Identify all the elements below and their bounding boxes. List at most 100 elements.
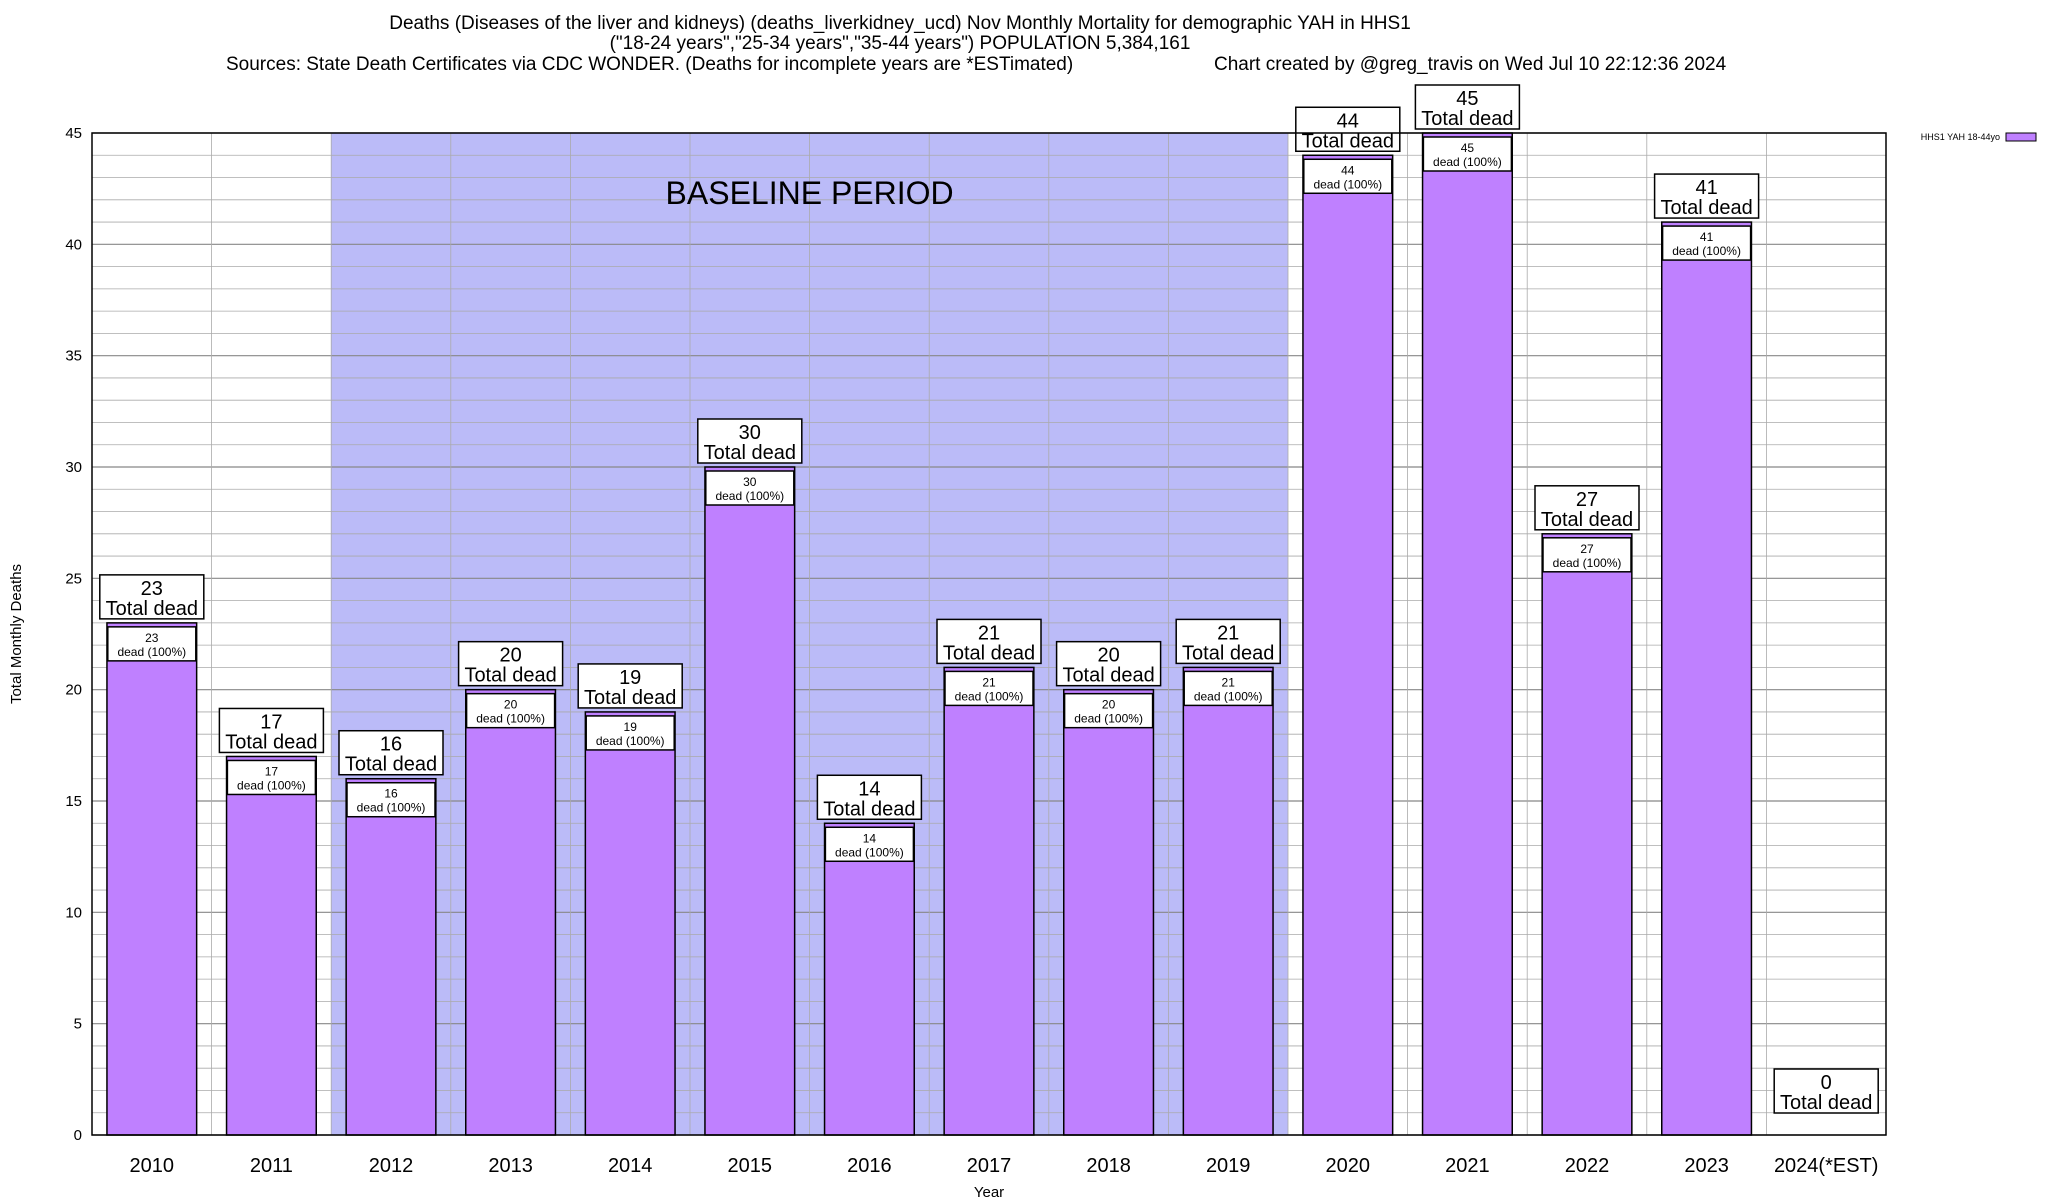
total-label-suffix: Total dead — [225, 731, 317, 753]
inner-label-suffix: dead (100%) — [715, 489, 784, 503]
inner-label-suffix: dead (100%) — [476, 712, 545, 726]
inner-label-box — [465, 692, 556, 729]
x-tick-label: 2021 — [1445, 1155, 1490, 1177]
x-tick-label: 2023 — [1684, 1155, 1729, 1177]
bar — [465, 688, 557, 1136]
x-tick-label: 2016 — [847, 1155, 892, 1177]
total-label-suffix: Total dead — [1780, 1092, 1872, 1114]
inner-label-value: 16 — [384, 787, 398, 801]
total-label-box — [1653, 173, 1760, 219]
y-tick-label: 30 — [65, 459, 82, 476]
y-tick-label: 45 — [65, 125, 82, 142]
x-tick-label: 2019 — [1206, 1155, 1251, 1177]
x-tick-label: 2012 — [369, 1155, 414, 1177]
total-label-value: 21 — [978, 622, 1000, 644]
total-label-box — [1175, 618, 1281, 665]
total-label-box — [1295, 106, 1401, 153]
total-label-box — [1773, 1068, 1879, 1114]
total-label-suffix: Total dead — [1541, 509, 1633, 531]
inner-label-box — [346, 781, 436, 818]
total-label-box — [218, 707, 325, 754]
y-tick-label: 5 — [74, 1016, 82, 1033]
inner-label-suffix: dead (100%) — [835, 845, 904, 859]
inner-label-box — [1303, 158, 1393, 195]
total-label-box — [99, 574, 205, 620]
total-label-value: 20 — [1097, 645, 1119, 667]
bar — [823, 822, 915, 1136]
total-label-value: 16 — [380, 734, 402, 756]
bar — [943, 666, 1035, 1136]
total-label-box — [1055, 640, 1162, 687]
inner-label-value: 17 — [265, 764, 279, 778]
inner-label-suffix: dead (100%) — [1313, 177, 1382, 191]
plot-frame — [91, 132, 1887, 1136]
total-label-suffix: Total dead — [704, 442, 796, 464]
inner-label-suffix: dead (100%) — [1074, 712, 1143, 726]
bar — [345, 777, 437, 1136]
inner-label-suffix: dead (100%) — [1433, 155, 1502, 169]
inner-label-value: 27 — [1580, 542, 1594, 556]
x-tick-label: 2015 — [728, 1155, 773, 1177]
y-tick-label: 35 — [65, 348, 82, 365]
inner-label-box — [226, 759, 317, 796]
x-axis-label: Year — [974, 1184, 1004, 1200]
total-label-value: 14 — [858, 778, 880, 800]
legend-swatch — [2005, 132, 2037, 142]
y-tick-label: 15 — [65, 793, 82, 810]
inner-label-box — [1422, 136, 1513, 172]
total-label-suffix: Total dead — [464, 665, 556, 687]
inner-label-value: 45 — [1461, 141, 1475, 155]
inner-label-value: 41 — [1700, 230, 1714, 244]
total-label-value: 23 — [141, 578, 163, 600]
total-label-suffix: Total dead — [106, 598, 198, 620]
chart-credit: Chart created by @greg_travis on Wed Jul… — [1214, 54, 1727, 75]
total-label-box — [577, 663, 683, 709]
total-label-value: 30 — [739, 422, 761, 444]
legend-label: HHS1 YAH 18-44yo — [1921, 132, 2000, 142]
inner-label-value: 20 — [504, 698, 518, 712]
inner-label-suffix: dead (100%) — [1194, 689, 1263, 703]
bar — [225, 755, 317, 1136]
chart-title-line1: Deaths (Diseases of the liver and kidney… — [389, 13, 1411, 34]
inner-label-suffix: dead (100%) — [117, 645, 186, 659]
total-label-suffix: Total dead — [943, 642, 1035, 664]
bar — [1661, 221, 1753, 1136]
x-tick-label: 2020 — [1326, 1155, 1371, 1177]
inner-label-suffix: dead (100%) — [357, 801, 426, 815]
total-label-suffix: Total dead — [1302, 130, 1394, 152]
bar — [1541, 533, 1633, 1136]
total-label-value: 44 — [1337, 110, 1359, 132]
inner-label-box — [944, 670, 1034, 707]
inner-label-suffix: dead (100%) — [596, 734, 665, 748]
inner-label-value: 30 — [743, 475, 757, 489]
x-tick-label: 2022 — [1565, 1155, 1610, 1177]
inner-label-suffix: dead (100%) — [237, 778, 306, 792]
total-label-suffix: Total dead — [1421, 108, 1513, 130]
total-label-suffix: Total dead — [345, 754, 437, 776]
inner-label-box — [1661, 225, 1752, 261]
inner-label-value: 44 — [1341, 163, 1355, 177]
total-label-box — [1414, 84, 1521, 130]
total-label-suffix: Total dead — [584, 687, 676, 709]
baseline-period-label: BASELINE PERIOD — [666, 175, 954, 211]
x-tick-label: 2011 — [250, 1155, 293, 1177]
total-label-box — [816, 774, 923, 821]
total-label-box — [1534, 485, 1640, 531]
inner-label-box — [705, 470, 795, 506]
bar — [1182, 666, 1274, 1136]
bar — [1302, 154, 1394, 1136]
inner-label-suffix: dead (100%) — [1553, 556, 1622, 570]
chart-title-line2: ("18-24 years","25-34 years","35-44 year… — [609, 33, 1191, 54]
inner-label-suffix: dead (100%) — [955, 689, 1024, 703]
y-tick-label: 10 — [65, 904, 82, 921]
x-tick-label: 2013 — [488, 1155, 533, 1177]
total-label-box — [697, 418, 803, 464]
total-label-box — [457, 640, 564, 687]
inner-label-value: 21 — [1222, 675, 1236, 689]
bar — [584, 711, 676, 1136]
x-tick-label: 2010 — [130, 1155, 175, 1177]
y-tick-label: 20 — [65, 682, 82, 699]
bar — [1421, 132, 1514, 1136]
